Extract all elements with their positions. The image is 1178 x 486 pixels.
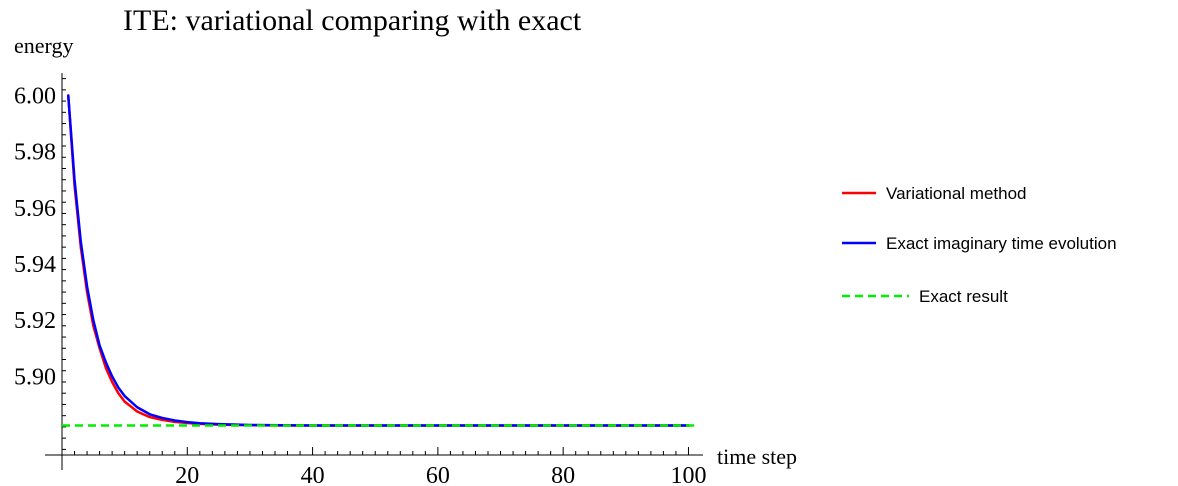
- y-axis-label: energy: [14, 33, 73, 58]
- series-line-0: [67, 94, 690, 427]
- legend-item-0: Variational method: [842, 184, 1027, 203]
- x-tick-label: 100: [670, 463, 706, 486]
- x-ticks: 20 40 60 80 100: [74, 447, 706, 486]
- axes: [45, 73, 703, 470]
- legend-label: Exact result: [919, 287, 1008, 306]
- legend: Variational method Exact imaginary time e…: [842, 184, 1117, 306]
- x-tick-label: 80: [551, 463, 575, 486]
- x-axis-label: time step: [717, 444, 797, 469]
- chart-title: ITE: variational comparing with exact: [123, 4, 582, 37]
- legend-label: Exact imaginary time evolution: [886, 234, 1117, 253]
- x-tick-label: 20: [175, 463, 199, 486]
- series-line-1: [67, 94, 690, 427]
- x-tick-label: 60: [426, 463, 450, 486]
- x-tick-label: 40: [301, 463, 325, 486]
- series-group: [62, 94, 695, 427]
- y-tick-label: 5.92: [14, 308, 56, 334]
- y-tick-label: 5.90: [14, 364, 56, 390]
- y-tick-label: 5.96: [14, 196, 56, 222]
- y-tick-label: 6.00: [14, 83, 56, 109]
- legend-label: Variational method: [886, 184, 1027, 203]
- y-tick-label: 5.98: [14, 140, 56, 166]
- y-ticks: 5.90 5.92 5.94 5.96 5.98 6.00: [14, 78, 66, 450]
- legend-item-1: Exact imaginary time evolution: [842, 234, 1117, 253]
- legend-item-2: Exact result: [842, 287, 1008, 306]
- y-tick-label: 5.94: [14, 252, 56, 278]
